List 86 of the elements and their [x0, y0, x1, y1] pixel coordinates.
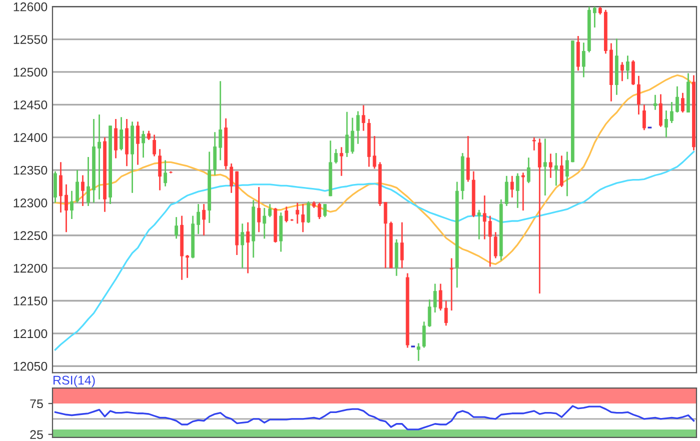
candlestick: [64, 184, 68, 233]
candlestick: [306, 200, 310, 224]
line-series: [54, 405, 695, 430]
candlestick: [450, 258, 454, 312]
candlestick: [296, 202, 300, 224]
candlestick: [81, 174, 84, 207]
candlestick: [592, 6, 596, 28]
y-tick-label: 12600: [14, 2, 48, 12]
candlestick: [202, 203, 206, 236]
line-series: [54, 74, 695, 265]
y-tick-label: 12100: [14, 329, 48, 338]
y-tick-label: 12150: [14, 296, 48, 306]
candlestick: [642, 104, 646, 131]
candlestick: [532, 136, 536, 152]
candlestick: [76, 169, 79, 204]
candlestick: [246, 222, 250, 274]
candlestick: [262, 207, 266, 240]
candlestick: [98, 114, 101, 200]
candlestick: [218, 80, 222, 161]
candlestick: [560, 154, 564, 188]
candlestick: [372, 135, 376, 170]
candlestick: [59, 161, 62, 214]
candlestick: [152, 134, 156, 157]
candlestick: [554, 152, 558, 186]
y-tick-label: 12300: [14, 198, 48, 208]
y-tick-label: 75: [30, 399, 43, 408]
candlestick: [637, 75, 640, 116]
candlestick: [664, 110, 668, 138]
candlestick: [565, 151, 569, 197]
candlestick: [86, 156, 90, 207]
line-series: [54, 150, 695, 351]
candlestick: [659, 94, 662, 128]
candlestick: [114, 118, 118, 159]
candlestick: [626, 54, 630, 80]
candlestick: [186, 254, 190, 279]
candlestick: [301, 203, 305, 233]
candlestick: [136, 120, 140, 166]
candlestick: [416, 342, 420, 362]
candlestick: [516, 172, 520, 209]
candlestick: [174, 216, 178, 240]
y-tick-label: 25: [30, 430, 43, 440]
candlestick: [510, 175, 514, 198]
candlestick: [631, 60, 635, 86]
candlestick: [620, 61, 624, 82]
candlestick: [444, 300, 448, 326]
candlestick: [482, 194, 486, 240]
candlestick: [654, 94, 657, 111]
candlestick: [504, 175, 508, 207]
candlestick: [164, 160, 168, 188]
candlestick: [681, 92, 684, 114]
candlestick: [196, 203, 200, 235]
candlestick: [284, 206, 288, 224]
candlestick: [433, 283, 437, 314]
candlestick: [526, 156, 530, 184]
candlestick: [340, 146, 344, 177]
candlestick: [230, 162, 234, 194]
candlestick: [548, 152, 552, 179]
y-tick-label: 12250: [14, 231, 48, 240]
candlestick: [670, 101, 674, 124]
y-tick-label: 12400: [14, 133, 48, 142]
candlestick: [70, 190, 74, 220]
candlestick: [494, 231, 498, 259]
y-tick-label: 12550: [14, 35, 48, 44]
candlestick: [142, 130, 146, 158]
candlestick: [488, 215, 492, 268]
candlestick: [356, 110, 360, 145]
candlestick: [257, 186, 261, 233]
candlestick: [477, 209, 481, 240]
chart-title: RSI(14): [54, 375, 95, 388]
candlestick: [582, 42, 586, 78]
candlestick: [147, 130, 151, 141]
y-tick-label: 12500: [14, 68, 48, 77]
y-tick-label: 12200: [14, 264, 48, 273]
candlestick: [543, 138, 547, 196]
y-tick-label: 12350: [14, 166, 48, 175]
candlestick: [213, 131, 217, 176]
y-tick-label: 12450: [14, 100, 48, 110]
candlestick: [362, 104, 366, 132]
candlestick: [120, 116, 124, 152]
y-tick-label: 12050: [14, 362, 48, 371]
candlestick: [240, 222, 244, 269]
candlestick: [466, 135, 470, 182]
candlestick: [268, 203, 272, 218]
candlestick: [676, 86, 679, 114]
candlestick: [158, 148, 162, 191]
candlestick: [438, 283, 442, 312]
